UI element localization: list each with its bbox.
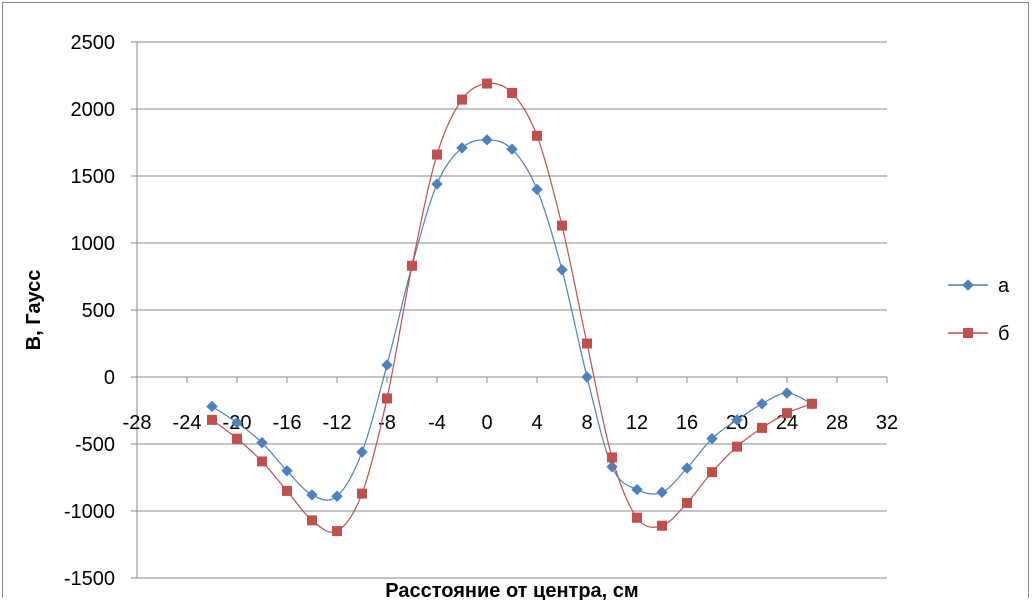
data-point-b <box>757 422 767 433</box>
y-tick-label: 0 <box>104 367 115 389</box>
data-point-a <box>356 446 368 458</box>
data-point-b <box>307 515 317 526</box>
y-tick-label: -1500 <box>64 568 115 590</box>
data-point-b <box>657 520 667 531</box>
legend-marker <box>963 328 973 338</box>
data-point-a <box>456 142 468 154</box>
x-tick-label: -16 <box>273 412 302 434</box>
x-tick-label: 12 <box>626 412 648 434</box>
data-point-b <box>282 485 292 496</box>
data-point-b <box>207 414 217 425</box>
data-point-b <box>507 87 517 98</box>
data-point-b <box>682 497 692 508</box>
data-point-a <box>231 416 243 429</box>
data-point-b <box>632 512 642 523</box>
data-point-a <box>631 483 643 496</box>
legend-label: б <box>998 323 1009 345</box>
data-point-a <box>706 432 718 445</box>
x-tick-label: -12 <box>323 412 352 434</box>
x-axis-title: Расстояние от центра, см <box>385 580 638 600</box>
data-point-b <box>382 393 392 404</box>
data-point-b <box>807 398 817 409</box>
data-point-a <box>206 400 218 413</box>
legend-marker <box>962 279 974 291</box>
y-tick-label: -500 <box>75 434 115 456</box>
data-point-b <box>257 456 267 467</box>
data-point-a <box>781 387 793 399</box>
data-point-a <box>681 462 693 474</box>
data-point-a <box>656 486 668 498</box>
data-point-a <box>381 359 393 371</box>
x-tick-label: 0 <box>481 412 492 434</box>
data-point-b <box>407 260 417 271</box>
x-tick-label: 4 <box>531 412 542 434</box>
x-tick-label: 28 <box>826 412 848 434</box>
data-point-b <box>357 488 367 499</box>
data-point-a <box>581 371 593 383</box>
y-tick-label: 500 <box>82 300 115 322</box>
data-point-b <box>432 149 442 160</box>
x-tick-label: -28 <box>123 412 152 434</box>
x-tick-label: 8 <box>581 412 592 434</box>
data-point-b <box>332 526 342 537</box>
data-point-a <box>431 178 443 190</box>
data-point-a <box>256 436 268 449</box>
data-point-b <box>532 130 542 141</box>
data-point-a <box>481 134 493 146</box>
x-tick-label: 16 <box>676 412 698 434</box>
data-point-a <box>306 489 318 501</box>
data-point-b <box>782 408 792 419</box>
y-axis-title: В, Гаусс <box>23 270 45 351</box>
data-point-a <box>506 143 518 155</box>
data-point-b <box>557 220 567 231</box>
x-tick-label: -24 <box>173 412 202 434</box>
data-point-b <box>732 441 742 452</box>
data-point-a <box>756 398 768 410</box>
y-tick-label: -1000 <box>64 501 115 523</box>
x-tick-label: -4 <box>428 412 446 434</box>
data-point-a <box>731 414 743 426</box>
data-point-a <box>556 264 568 276</box>
x-tick-label: -8 <box>378 412 396 434</box>
data-point-b <box>482 78 492 89</box>
x-tick-label: 32 <box>876 412 898 434</box>
y-tick-label: 2500 <box>71 32 116 54</box>
y-tick-label: 1500 <box>71 166 116 188</box>
data-point-b <box>707 467 717 478</box>
data-point-b <box>457 94 467 105</box>
x-tick-label: 24 <box>776 412 798 434</box>
y-tick-label: 2000 <box>71 99 116 121</box>
data-point-b <box>232 433 242 444</box>
data-point-b <box>582 338 592 349</box>
data-point-a <box>281 465 293 477</box>
series-line-a <box>211 139 813 501</box>
data-point-a <box>331 490 343 502</box>
data-point-b <box>607 452 617 463</box>
legend-label: а <box>998 275 1010 297</box>
data-point-a <box>531 183 543 196</box>
y-tick-label: 1000 <box>71 233 116 255</box>
